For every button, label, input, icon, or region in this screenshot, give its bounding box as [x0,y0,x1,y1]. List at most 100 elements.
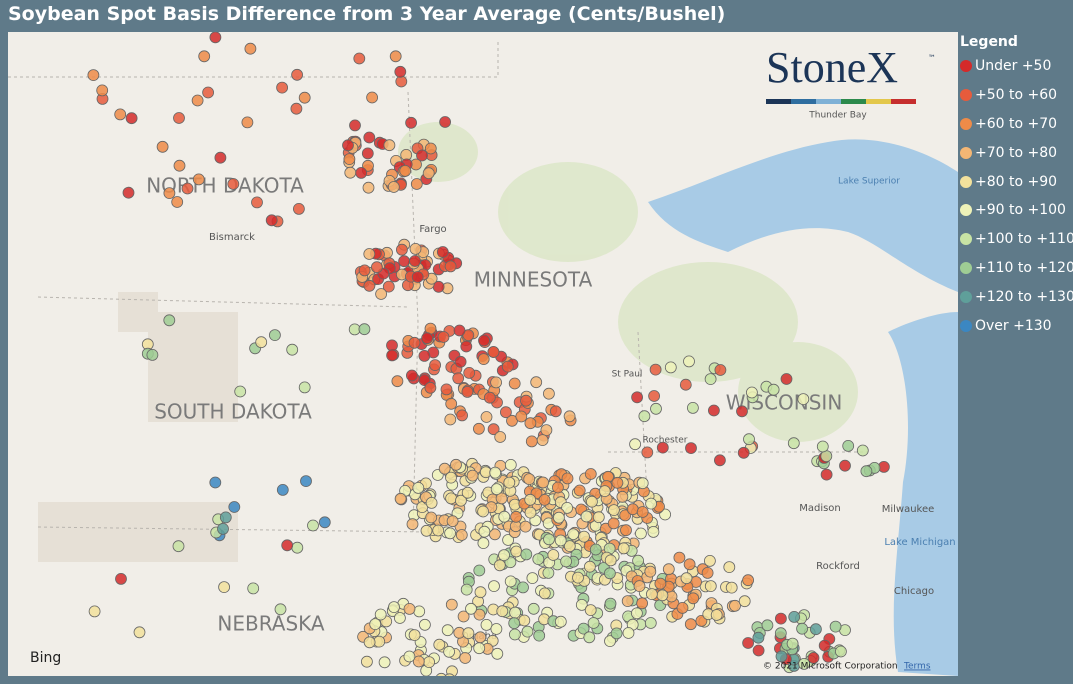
legend-label: +100 to +110 [975,231,1073,248]
site-dot [477,353,490,366]
site-dot [452,372,465,385]
map-label: Chicago [894,586,934,597]
site-dot [796,622,808,635]
logo-tm: ™ [928,54,936,63]
site-dot [172,540,185,553]
site-dot [171,196,184,208]
site-dot [375,288,388,300]
site-dot [227,178,240,190]
site-dot [572,571,584,584]
site-dot [96,84,109,97]
site-dot [567,528,580,541]
site-dot [503,476,516,489]
site-dot [455,529,468,541]
site-dot [418,618,431,631]
site-dot [510,510,523,523]
site-dot [536,434,549,447]
site-dot [738,595,751,608]
site-dot [644,617,657,629]
site-dot [737,446,750,459]
legend-label: +60 to +70 [975,115,1058,132]
site-dot [736,405,748,418]
site-dot [775,612,787,625]
site-dot [406,518,419,531]
terms-link[interactable]: Terms [903,662,931,672]
site-dot [835,645,847,658]
site-dot [598,485,611,498]
legend-swatch [960,89,972,102]
site-dot [490,623,503,635]
site-dot [490,483,503,496]
site-dot [519,520,532,533]
map-label: Lake Michigan [884,537,955,548]
site-dot [291,541,304,554]
site-dot [298,381,311,394]
site-dot [290,102,303,115]
site-dot [115,573,127,585]
site-dot [743,433,755,446]
site-dot [704,373,717,386]
site-dot [472,422,485,435]
site-dot [635,527,647,540]
site-dot [265,214,278,227]
site-dot [403,650,416,663]
site-dot [437,331,450,343]
site-dot [607,517,620,530]
site-dot [496,605,509,618]
site-dot [561,472,574,485]
site-dot [444,527,457,540]
logo-text: StoneX [766,43,898,92]
site-dot [444,673,455,676]
site-dot [633,580,646,592]
site-dot [664,361,677,374]
site-dot [549,405,562,418]
site-dot [829,620,842,633]
site-dot [241,116,254,129]
site-dot [508,628,521,641]
site-dot [374,608,387,621]
site-dot [644,565,657,578]
site-dot [173,159,186,172]
site-dot [504,575,517,588]
site-dot [416,149,428,162]
site-dot [398,255,411,268]
site-dot [553,511,565,524]
site-dot [429,359,442,372]
site-dot [465,602,477,615]
site-dot [418,349,431,362]
site-dot [526,572,539,584]
site-dot [411,271,424,283]
site-dot [344,166,357,179]
site-dot [629,438,641,451]
site-dot [662,563,675,576]
site-dot [122,186,135,199]
site-dot [474,586,487,599]
site-dot [494,431,507,443]
site-dot [533,629,546,642]
site-dot [255,336,268,349]
site-dot [370,261,383,274]
site-dot [604,567,616,580]
site-dot [645,497,657,510]
site-dot [202,86,215,99]
site-dot [362,181,375,194]
site-dot [444,260,457,273]
legend-swatch [960,175,972,188]
site-dot [405,369,418,382]
site-dot [420,524,433,537]
site-dot [461,385,474,398]
site-dot [408,629,421,641]
site-dot [292,202,305,215]
site-dot [247,582,260,595]
site-dot [631,391,643,404]
legend-label: +110 to +120 [975,259,1073,276]
site-dot [523,473,536,486]
site-dot [219,511,232,524]
site-dot [488,580,500,592]
site-dot [842,439,855,452]
site-dot [687,401,699,414]
site-dot [543,387,555,400]
legend-item: +100 to +110 [960,225,1073,254]
site-dot [450,458,462,471]
legend-item: +80 to +90 [960,167,1073,196]
